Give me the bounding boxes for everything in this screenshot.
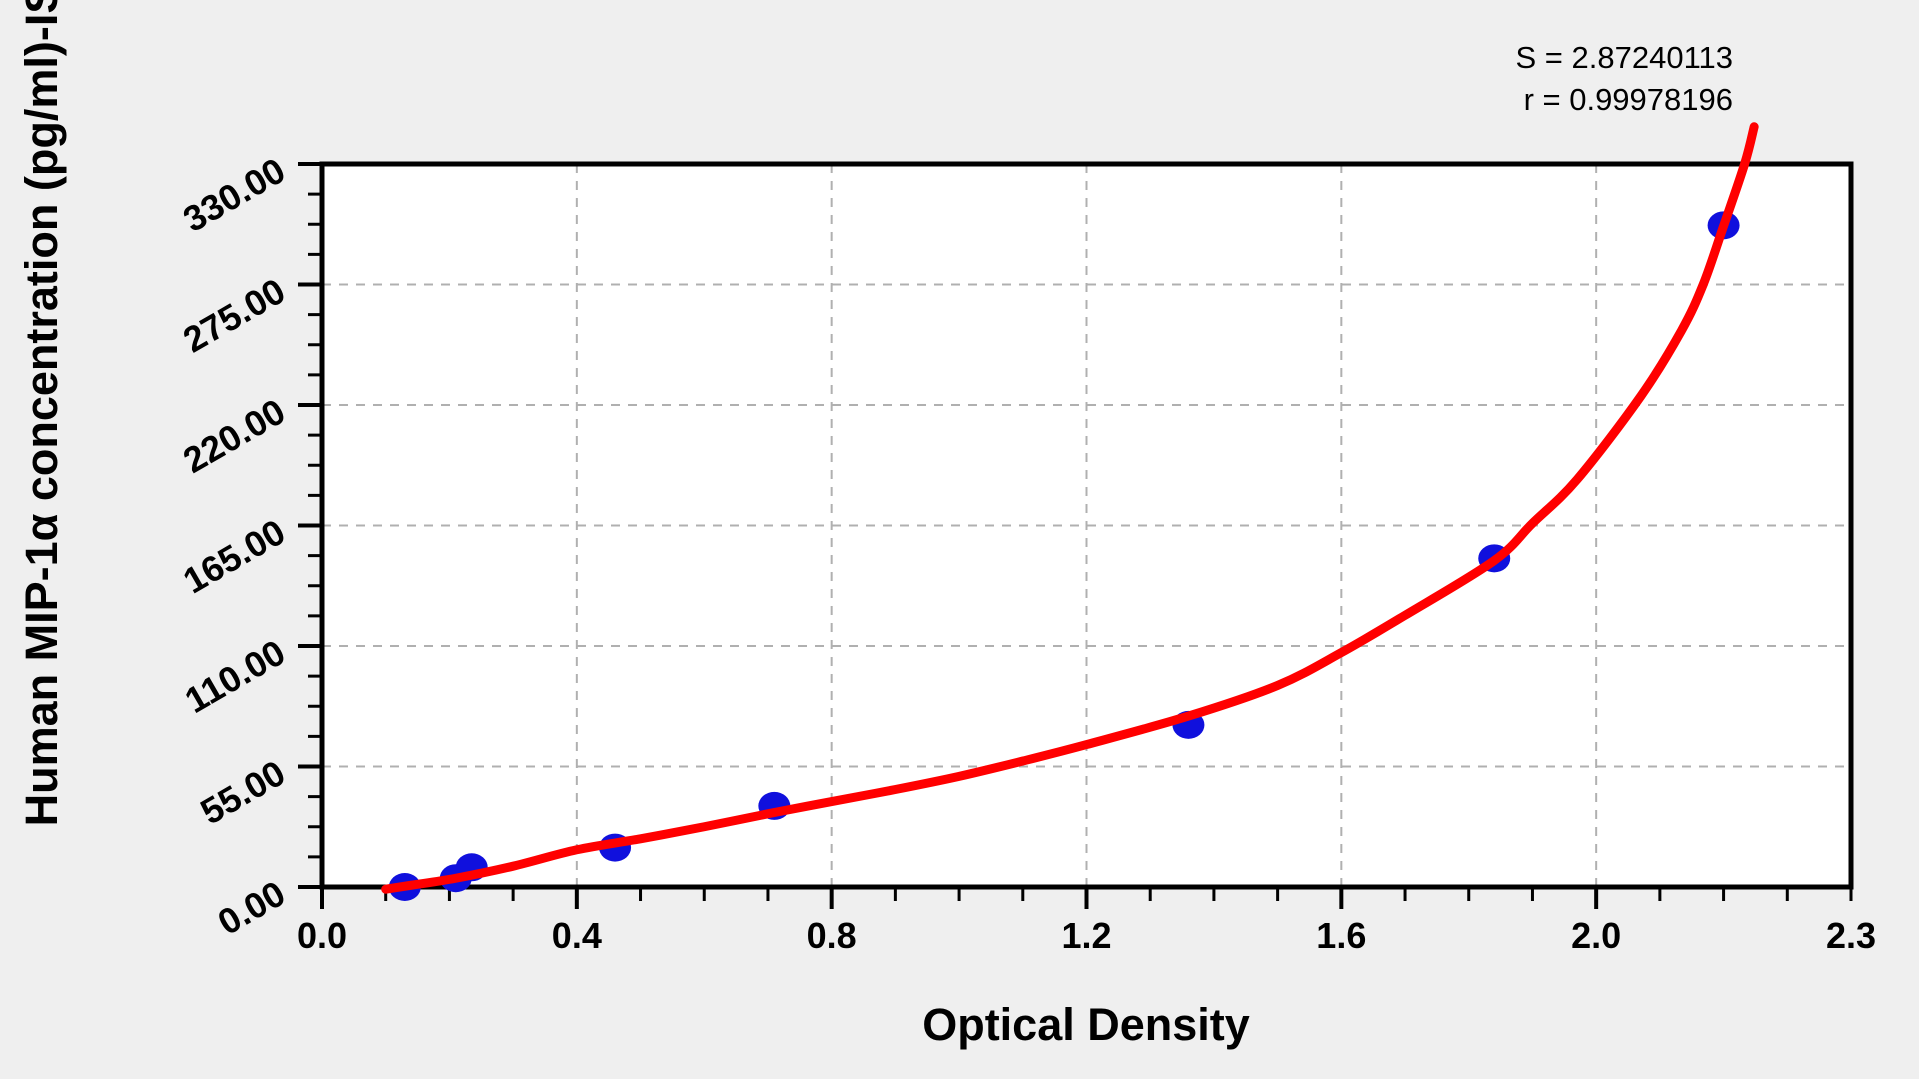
x-tick-label: 0.0: [297, 915, 347, 956]
y-tick-labels: 0.00 55.00 110.00 165.00 220.00 275.00 330.00: [176, 149, 292, 943]
x-tick-label: 1.2: [1061, 915, 1111, 956]
stat-r-value: r = 0.99978196: [1524, 82, 1733, 117]
y-tick-label: 220.00: [176, 390, 292, 481]
plot-border: [319, 161, 1854, 890]
y-tick-label: 165.00: [176, 511, 292, 602]
y-tick-label: 110.00: [178, 631, 292, 721]
gridlines: [322, 164, 1851, 887]
x-tick-label: 2.0: [1571, 915, 1621, 956]
x-tick-label: 0.4: [552, 915, 602, 956]
x-tick-label: 0.8: [807, 915, 857, 956]
x-axis-title: Optical Density: [922, 999, 1250, 1050]
x-tick-label: 2.3: [1826, 915, 1876, 956]
y-tick-label: 330.00: [176, 149, 292, 240]
y-axis-title: Human MIP-1α concentration (pg/ml)-IS: [16, 0, 67, 826]
x-tick-labels: 0.0 0.4 0.8 1.2 1.6 2.0 2.3: [297, 915, 1876, 956]
fitted-curve-line: [381, 122, 1759, 894]
y-tick-label: 275.00: [176, 270, 292, 361]
y-tick-label: 0.00: [211, 872, 292, 943]
y-tick-label: 55.00: [193, 752, 292, 833]
stat-s-value: S = 2.87240113: [1516, 40, 1733, 75]
x-tick-label: 1.6: [1316, 915, 1366, 956]
